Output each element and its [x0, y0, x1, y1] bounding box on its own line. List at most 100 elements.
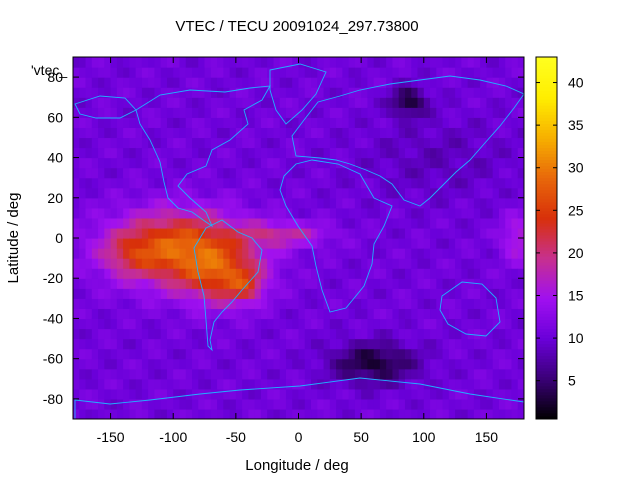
- colorbar-swatch: [536, 277, 557, 281]
- heat-cell: [148, 348, 156, 360]
- heat-cell: [329, 388, 337, 400]
- heat-cell: [104, 217, 112, 229]
- heat-cell: [292, 57, 300, 68]
- heat-cell: [486, 338, 494, 350]
- colorbar-swatch: [536, 75, 557, 79]
- heat-cell: [511, 207, 519, 219]
- colorbar-swatch: [536, 132, 557, 136]
- heat-cell: [166, 117, 174, 128]
- x-tick-label: -50: [226, 429, 246, 445]
- heat-cell: [198, 197, 206, 209]
- heat-cell: [229, 207, 237, 219]
- heat-cell: [323, 77, 331, 88]
- heat-cell: [85, 278, 93, 289]
- heat-cell: [461, 157, 469, 169]
- heat-cell: [116, 137, 124, 149]
- heat-cell: [367, 338, 375, 350]
- heat-cell: [210, 338, 218, 350]
- heat-cell: [473, 67, 481, 78]
- heat-cell: [235, 97, 243, 108]
- heat-cell: [129, 77, 137, 88]
- heat-cell: [273, 217, 281, 229]
- heat-cell: [492, 227, 500, 239]
- heat-cell: [210, 238, 218, 249]
- heat-cell: [73, 107, 80, 118]
- heat-cell: [304, 117, 312, 128]
- heat-cell: [398, 57, 406, 68]
- heat-cell: [260, 368, 268, 380]
- heat-cell: [98, 67, 105, 78]
- heat-cell: [311, 348, 318, 360]
- heat-cell: [386, 368, 394, 380]
- heat-cell: [210, 328, 218, 340]
- heat-cell: [279, 368, 287, 380]
- heat-cell: [367, 127, 375, 139]
- heat-cell: [436, 398, 444, 410]
- heat-cell: [461, 408, 469, 419]
- heat-cell: [185, 207, 193, 219]
- heat-cell: [480, 137, 488, 149]
- heat-cell: [430, 248, 437, 259]
- heat-cell: [486, 268, 494, 279]
- heat-cell: [436, 57, 444, 68]
- heat-cell: [204, 258, 212, 269]
- heat-cell: [379, 258, 387, 269]
- heat-cell: [423, 408, 431, 419]
- heat-cell: [304, 207, 312, 219]
- colorbar-swatch: [536, 168, 557, 173]
- heat-cell: [317, 77, 325, 88]
- heat-cell: [461, 227, 469, 239]
- heat-cell: [392, 107, 400, 118]
- heat-cell: [129, 328, 137, 340]
- heat-cell: [79, 217, 87, 229]
- colorbar-swatch: [536, 84, 557, 88]
- heat-cell: [73, 238, 80, 249]
- heat-cell: [323, 278, 331, 289]
- heat-cell: [379, 358, 387, 370]
- heat-cell: [217, 57, 224, 68]
- heat-cell: [367, 57, 375, 68]
- heat-cell: [342, 77, 350, 88]
- heat-cell: [480, 258, 488, 269]
- heat-cell: [423, 227, 431, 239]
- heat-cell: [192, 398, 199, 410]
- heat-cell: [386, 348, 394, 360]
- heat-cell: [260, 157, 268, 169]
- heat-cell: [473, 207, 481, 219]
- heat-cell: [311, 368, 318, 380]
- heat-cell: [473, 167, 481, 179]
- heat-cell: [154, 398, 162, 410]
- heat-cell: [367, 378, 375, 390]
- heat-cell: [336, 298, 343, 309]
- heat-cell: [273, 137, 281, 149]
- heat-cell: [285, 298, 293, 309]
- heat-cell: [79, 388, 87, 400]
- heat-cell: [423, 97, 431, 108]
- heat-cell: [242, 227, 249, 239]
- heat-cell: [448, 238, 456, 249]
- heat-cell: [223, 338, 231, 350]
- heat-cell: [304, 147, 312, 159]
- heat-cell: [498, 77, 506, 88]
- heat-cell: [242, 368, 249, 380]
- heat-cell: [292, 268, 300, 279]
- heat-cell: [373, 258, 381, 269]
- heat-cell: [404, 278, 412, 289]
- heat-cell: [517, 127, 524, 139]
- heat-cell: [367, 398, 375, 410]
- heat-cell: [154, 298, 162, 309]
- heat-cell: [354, 157, 362, 169]
- heat-cell: [448, 207, 456, 219]
- colorbar-swatch: [536, 72, 557, 76]
- heat-cell: [198, 117, 206, 128]
- heat-cell: [311, 127, 318, 139]
- heat-cell: [148, 358, 156, 370]
- heat-cell: [392, 207, 400, 219]
- heat-cell: [386, 77, 394, 88]
- heat-cell: [279, 268, 287, 279]
- heat-cell: [486, 87, 494, 98]
- heat-cell: [192, 408, 199, 419]
- heat-cell: [279, 288, 287, 299]
- colorbar-swatch: [536, 355, 557, 360]
- heat-cell: [392, 328, 400, 340]
